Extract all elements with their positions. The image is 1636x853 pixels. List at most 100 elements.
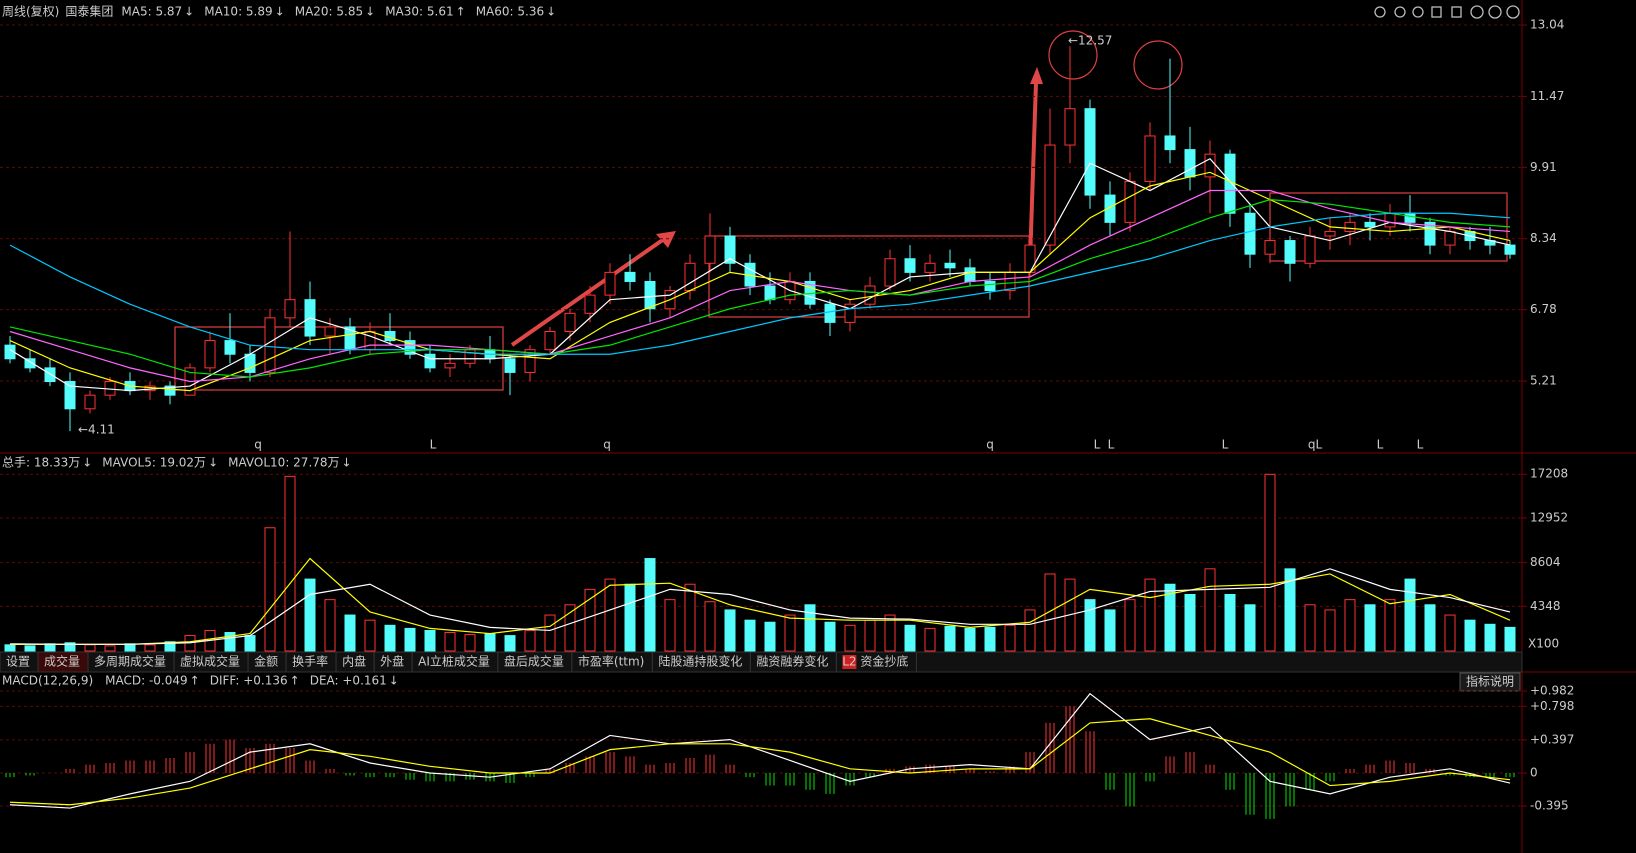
candle-body [1084,108,1096,196]
signal-marker: q [603,438,611,452]
tool-icon[interactable] [1451,6,1462,18]
candle-body [84,394,96,410]
candle-body [44,367,56,383]
volume-bar [1224,594,1236,652]
tab-label[interactable]: 金额 [254,654,278,669]
tab-label[interactable]: 虚拟成交量 [180,654,240,669]
volume-bar [584,588,596,652]
candle-body [1384,212,1396,228]
tab[interactable]: 金额 [247,651,287,673]
candle-body [1284,240,1296,264]
candle-body [524,349,536,373]
tab-label[interactable]: 成交量 [44,654,80,669]
tab[interactable]: 内盘 [335,651,375,673]
y-tick-label: +0.982 [1530,684,1574,698]
candle-body [404,340,416,355]
toolbar[interactable] [1374,5,1520,19]
candle-body [824,303,836,323]
candle-body [584,294,596,314]
y-tick-label: 0 [1530,766,1538,780]
volume-bar [144,644,156,652]
volume-bar [464,634,476,652]
indicator-help-label[interactable]: 指标说明 [1466,674,1514,689]
tool-icon[interactable] [1431,6,1442,18]
tab-label[interactable]: AI立桩成交量 [418,654,490,669]
legend-arrow: ↓ [82,456,92,470]
y-tick-label: -0.395 [1530,798,1569,812]
unit-label: X100 [1528,637,1559,651]
volume-bar [1384,599,1396,652]
volume-bar [1324,609,1336,652]
tab-label[interactable]: 盘后成交量 [504,654,564,669]
tab[interactable]: 市盈率(ttm) [571,651,653,673]
y-tick-label: 5.21 [1530,374,1557,388]
candle-body [984,280,996,292]
tab[interactable]: 融资融券变化 [749,651,837,673]
tool-icon[interactable] [1506,5,1520,19]
trend-arrows [510,67,1043,347]
candle-body [264,317,276,373]
tab-label[interactable]: 市盈率(ttm) [578,654,644,669]
tab-label[interactable]: 设置 [6,655,30,669]
candle-body [1444,230,1456,246]
tab[interactable]: AI立桩成交量 [411,651,499,673]
tab-background[interactable] [835,651,917,673]
signal-marker: L [1222,438,1229,452]
tab[interactable]: L2 资金抄底 [835,651,917,673]
candle-body [1264,240,1276,255]
volume-bar [1244,604,1256,652]
tab-label[interactable]: 换手率 [292,654,328,669]
candle-body [204,340,216,369]
volume-bar [1204,568,1216,652]
tab[interactable]: 陆股通持股变化 [651,651,751,673]
volume-bar [744,619,756,652]
tab[interactable]: 外盘 [373,651,413,673]
tab[interactable]: 虚拟成交量 [173,651,249,673]
tab-label[interactable]: 陆股通持股变化 [658,654,742,669]
candle-body [1164,135,1176,151]
legend-label: MAVOL10: 27.78万 [228,456,339,470]
y-tick-label: +0.397 [1530,732,1574,746]
tab[interactable]: 多周期成交量 [87,651,175,673]
y-tick-label: 17208 [1530,467,1568,481]
tool-icon[interactable] [1374,6,1386,18]
tab-label[interactable]: 融资融券变化 [756,654,828,669]
volume-bar [1264,473,1276,652]
volume-bar [344,614,356,652]
tab-label[interactable]: 多周期成交量 [94,654,166,669]
candle-body [24,358,36,369]
volume-bar [1344,599,1356,652]
period: 周线(复权) [2,5,59,19]
tab[interactable]: 换手率 [285,651,337,673]
candle-body [324,326,336,337]
volume-bar [624,583,636,652]
signal-marker: qL [1308,438,1323,452]
arrow [510,237,666,347]
candle-body [864,285,876,305]
volume-bar [944,625,956,652]
volume-bar [104,645,116,652]
volume-bar [1104,609,1116,652]
candle-body [1184,149,1196,178]
tab-label[interactable]: 外盘 [380,654,404,669]
y-tick-label: 6.78 [1530,302,1557,316]
volume-bar [1044,573,1056,652]
candle-body [1004,271,1016,292]
candle-body [224,340,236,355]
candle-body [1024,244,1036,273]
y-tick-label: +0.798 [1530,699,1574,713]
tab[interactable]: 盘后成交量 [497,651,573,673]
tool-icon[interactable] [1470,5,1484,19]
tab[interactable]: 设置 [0,651,39,673]
tool-icon[interactable] [1488,5,1502,19]
legend-arrow: ↓ [389,674,399,688]
tool-icon[interactable] [1394,6,1406,18]
tab-label[interactable]: 资金抄底 [860,654,908,669]
indicator-line [9,199,1511,378]
tab[interactable]: 成交量 [37,651,89,673]
tab-label[interactable]: 内盘 [342,654,366,669]
y-tick-label: 11.47 [1530,89,1564,103]
low-annotation: ←4.11 [78,423,115,437]
tool-icon[interactable] [1412,6,1424,18]
